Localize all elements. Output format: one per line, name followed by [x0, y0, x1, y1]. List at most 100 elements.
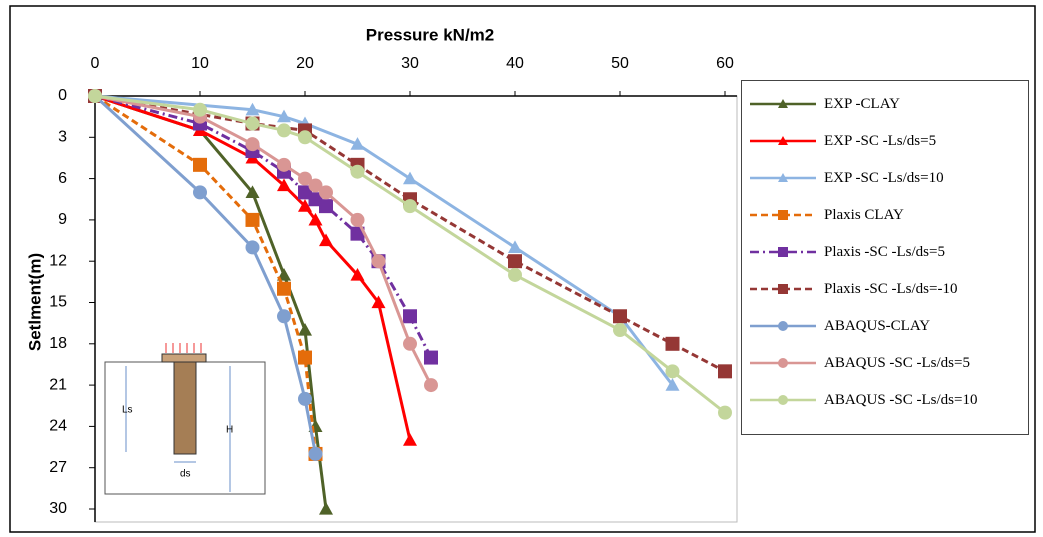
marker [778, 172, 788, 182]
legend-entry: EXP -CLAY [748, 85, 1028, 122]
marker [778, 394, 788, 405]
x-tick-label: 50 [611, 55, 629, 72]
marker [403, 171, 417, 185]
marker [298, 391, 312, 406]
y-tick-label: 18 [49, 335, 67, 352]
marker [424, 350, 438, 365]
marker [613, 323, 627, 338]
marker [245, 240, 260, 255]
marker [193, 185, 207, 200]
legend-swatch [750, 357, 816, 368]
marker [665, 364, 680, 379]
y-tick-label: 0 [58, 87, 67, 104]
marker [665, 336, 680, 351]
marker [350, 226, 365, 241]
x-tick-label: 60 [716, 55, 734, 72]
inset-label: ds [180, 469, 191, 480]
marker [778, 246, 788, 257]
marker [277, 178, 291, 192]
legend-label: EXP -SC -Ls/ds=10 [824, 169, 944, 186]
x-tick-label: 30 [401, 55, 419, 72]
marker [665, 378, 680, 391]
marker [277, 109, 291, 123]
legend-swatch [750, 135, 816, 145]
y-tick-label: 15 [49, 294, 67, 311]
marker [350, 267, 365, 281]
marker [350, 212, 365, 227]
marker [319, 185, 333, 200]
marker [508, 240, 522, 254]
legend-entry: Plaxis -SC -Ls/ds=5 [748, 233, 1028, 270]
legend-label: ABAQUS-CLAY [824, 317, 931, 334]
marker [298, 350, 312, 365]
marker [718, 364, 732, 379]
marker [298, 130, 312, 145]
legend-swatch [750, 98, 816, 108]
series-line [94, 94, 317, 455]
legend-entry: Plaxis -SC -Ls/ds=-10 [748, 270, 1028, 307]
y-tick-label: 24 [49, 418, 67, 435]
series-line [94, 94, 674, 387]
legend-label: Plaxis CLAY [824, 206, 904, 223]
marker [508, 267, 522, 282]
series [88, 89, 732, 420]
pile-cap [161, 353, 207, 363]
y-axis-title: Setlment(m) [25, 253, 44, 351]
marker [403, 199, 417, 214]
y-tick-label: 27 [49, 459, 67, 476]
legend-label: Plaxis -SC -Ls/ds=-10 [824, 280, 958, 297]
x-tick-label: 40 [506, 55, 524, 72]
marker [277, 157, 291, 172]
pile [173, 361, 197, 455]
y-tick-label: 6 [58, 170, 67, 187]
legend-label: EXP -CLAY [824, 95, 900, 112]
marker [308, 212, 323, 226]
x-tick-label: 0 [91, 55, 100, 72]
series-line [94, 94, 412, 441]
y-tick-label: 30 [49, 500, 67, 517]
legend-swatch [750, 320, 816, 331]
load-arrows [165, 343, 202, 353]
legend-label: ABAQUS -SC -Ls/ds=10 [824, 391, 978, 408]
marker [245, 185, 260, 198]
marker [298, 323, 312, 336]
legend-label: Plaxis -SC -Ls/ds=5 [824, 243, 945, 260]
marker [778, 98, 788, 108]
legend-entry: Plaxis CLAY [748, 196, 1028, 233]
legend-swatch [750, 283, 816, 294]
marker [308, 446, 323, 461]
marker [319, 233, 333, 247]
legend-label: ABAQUS -SC -Ls/ds=5 [824, 354, 970, 371]
marker [193, 157, 207, 172]
marker [298, 199, 312, 212]
y-tick-label: 21 [49, 376, 67, 393]
legend-swatch [750, 209, 816, 220]
series [88, 89, 680, 391]
legend-label: EXP -SC -Ls/ds=5 [824, 132, 937, 149]
legend-entry: ABAQUS-CLAY [748, 307, 1028, 344]
marker [319, 199, 333, 214]
x-tick-label: 20 [296, 55, 314, 72]
series [88, 89, 417, 446]
marker [508, 254, 522, 269]
marker [778, 283, 788, 294]
marker [403, 309, 417, 324]
marker [371, 295, 386, 309]
marker [778, 135, 788, 145]
marker [245, 102, 260, 116]
inset-label: Ls [122, 405, 133, 416]
chart-frame [9, 5, 1036, 533]
y-tick-label: 9 [58, 211, 67, 228]
series-line [93, 94, 317, 455]
marker [778, 357, 788, 368]
legend-entry: ABAQUS -SC -Ls/ds=5 [748, 344, 1028, 381]
legend-entry: EXP -SC -Ls/ds=10 [748, 159, 1028, 196]
marker [298, 171, 312, 186]
marker [778, 209, 788, 220]
y-tick-label: 12 [49, 252, 67, 269]
marker [88, 89, 102, 103]
legend-entry: EXP -SC -Ls/ds=5 [748, 122, 1028, 159]
marker [308, 178, 323, 193]
